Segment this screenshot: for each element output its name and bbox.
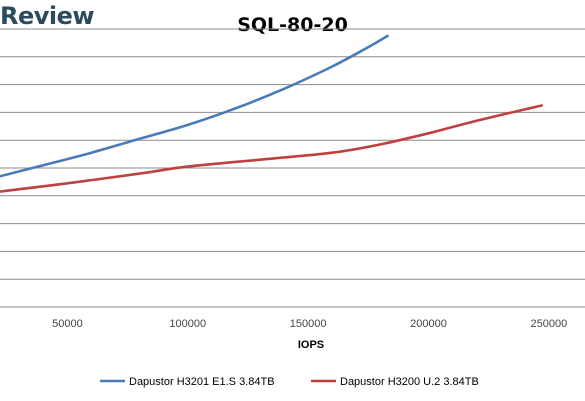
- chart-title: SQL-80-20: [237, 14, 348, 36]
- x-tick-label: 200000: [410, 318, 447, 330]
- gridlines: [0, 28, 585, 308]
- series-lines: [0, 34, 543, 193]
- brand-logo: Review: [0, 2, 95, 30]
- x-axis-label: IOPS: [298, 339, 324, 351]
- x-tick-labels: 50000 100000 150000 200000 250000: [52, 318, 567, 330]
- x-tick-label: 50000: [52, 318, 83, 330]
- legend-label-2: Dapustor H3200 U.2 3.84TB: [340, 376, 479, 388]
- series-line-1: [0, 34, 389, 178]
- x-tick-label: 150000: [290, 318, 327, 330]
- legend-label-1: Dapustor H3201 E1.S 3.84TB: [129, 376, 275, 388]
- x-tick-label: 250000: [531, 318, 568, 330]
- legend: Dapustor H3201 E1.S 3.84TB Dapustor H3200…: [100, 376, 479, 388]
- series-line-2: [0, 104, 543, 193]
- x-tick-label: 100000: [169, 318, 206, 330]
